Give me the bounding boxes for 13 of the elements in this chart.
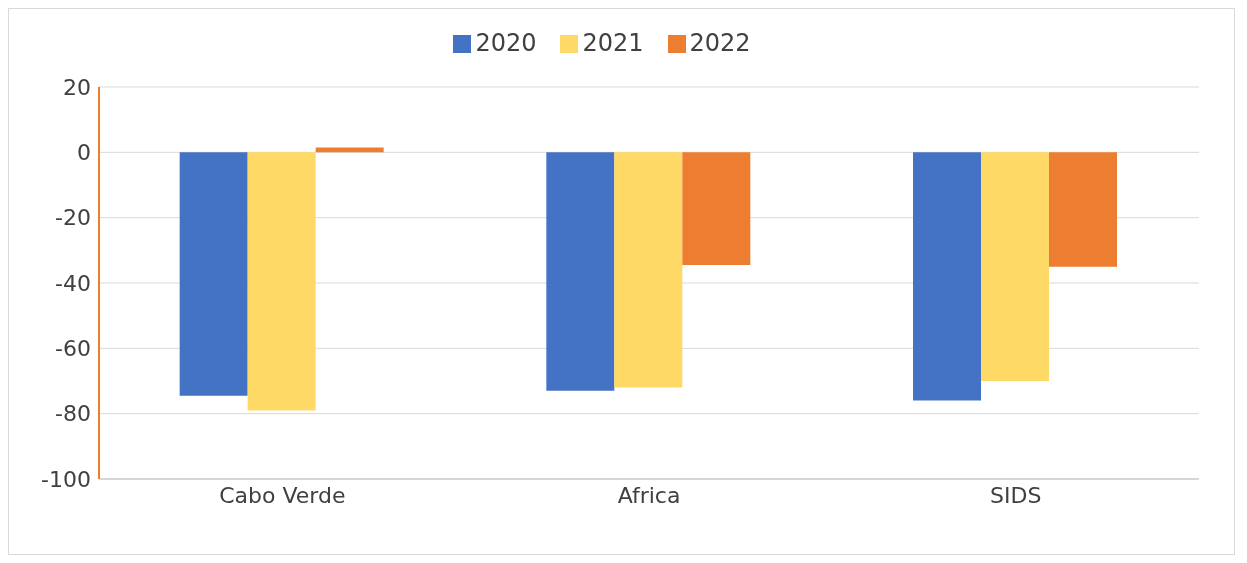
legend-label: 2021 [582,29,644,57]
x-tick-label: Africa [617,482,681,508]
legend-label: 2020 [475,29,537,57]
y-tick-label: 20 [63,74,91,100]
y-tick-label: 0 [77,140,91,166]
y-tick-label: -60 [55,336,91,362]
x-tick-label: SIDS [989,482,1042,508]
y-tick-label: -100 [41,466,91,492]
y-tick-label: -40 [55,270,91,296]
legend-label: 2022 [689,29,751,57]
y-tick-label: -20 [55,205,91,231]
x-tick-label: Cabo Verde [219,482,346,508]
y-tick-label: -80 [55,401,91,427]
